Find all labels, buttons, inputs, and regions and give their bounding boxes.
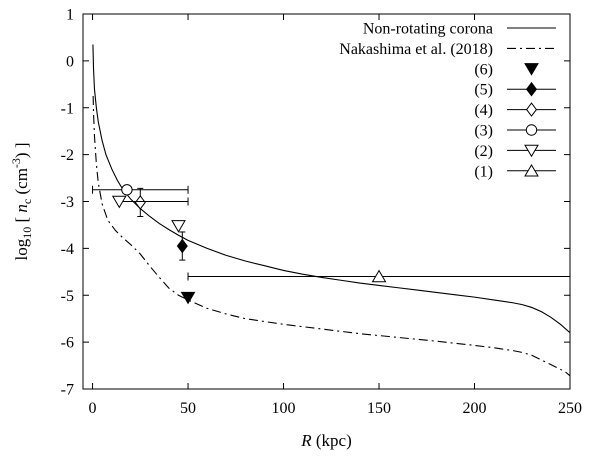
x-axis-unit: (kpc) (312, 431, 352, 450)
x-axis-var: R (300, 431, 312, 450)
legend-item: (2) (474, 143, 556, 160)
y-axis-bracket-open: [ (12, 213, 31, 227)
data-point (111, 195, 189, 209)
legend-item: Non-rotating corona (363, 21, 556, 38)
legend-label: (1) (474, 163, 493, 180)
y-axis-log-base: 10 (20, 227, 34, 239)
x-axis: 0 50 100 150 200 250 (89, 14, 582, 417)
y-axis-log: log (12, 238, 31, 260)
x-tick-label: 150 (367, 400, 391, 417)
legend-item: (5) (474, 82, 556, 99)
legend-label: Nakashima et al. (2018) (339, 41, 493, 58)
legend-label: (3) (474, 123, 493, 140)
y-axis: 1 0 -1 -2 -3 -4 -5 -6 -7 (61, 7, 570, 399)
y-tick-label: -4 (61, 241, 74, 258)
legend-marker (525, 124, 538, 136)
legend-label: (5) (474, 82, 493, 99)
y-axis-title: log10 [ nc (cm-3) ] (9, 143, 34, 261)
points-layer (92, 184, 571, 305)
series-line-2 (92, 96, 570, 377)
y-tick-label: -7 (61, 382, 74, 399)
y-axis-unit-open: (cm (12, 168, 31, 199)
legend-label: (4) (474, 102, 493, 119)
y-axis-var: n (12, 204, 31, 213)
data-point (180, 291, 196, 305)
legend-marker (526, 81, 537, 97)
x-tick-label: 250 (558, 400, 582, 417)
legend-marker (524, 163, 539, 177)
y-tick-label: -2 (61, 147, 74, 164)
y-axis-var-sub: c (20, 199, 34, 204)
y-axis-unit-exp: -3 (9, 158, 23, 168)
y-tick-label: -6 (61, 335, 74, 352)
legend-label: (2) (474, 143, 493, 160)
y-tick-label: -5 (61, 288, 74, 305)
x-axis-title: R (kpc) (300, 431, 352, 450)
x-tick-label: 50 (180, 400, 196, 417)
data-marker (171, 220, 186, 233)
legend-item: (6) (474, 61, 539, 78)
x-tick-label: 100 (272, 400, 296, 417)
y-tick-label: -1 (61, 100, 74, 117)
data-point (171, 220, 186, 233)
legend-label: (6) (474, 61, 493, 78)
data-marker (180, 291, 196, 305)
legend-marker (524, 63, 539, 76)
legend-item: (1) (474, 163, 556, 180)
data-marker (134, 195, 146, 210)
data-marker (121, 184, 133, 196)
data-point (176, 231, 188, 261)
series-line-1 (92, 44, 570, 334)
legend: Non-rotating corona Nakashima et al. (201… (339, 21, 556, 180)
y-axis-unit-close: ) ] (12, 143, 31, 159)
data-marker (111, 195, 127, 209)
legend-item: (3) (474, 123, 556, 140)
data-point (134, 187, 146, 217)
legend-label: Non-rotating corona (363, 21, 493, 38)
y-tick-label: -3 (61, 194, 74, 211)
legend-marker (526, 102, 537, 117)
series-layer (92, 44, 570, 377)
data-marker (371, 269, 387, 283)
x-tick-label: 200 (463, 400, 487, 417)
legend-item: (4) (474, 102, 556, 119)
legend-marker (524, 144, 539, 158)
y-tick-label: 1 (66, 7, 74, 24)
data-point (92, 184, 189, 196)
data-point (187, 269, 571, 283)
y-tick-label: 0 (66, 53, 74, 70)
legend-item: Nakashima et al. (2018) (339, 41, 556, 58)
x-tick-label: 0 (89, 400, 97, 417)
data-marker (176, 238, 188, 254)
